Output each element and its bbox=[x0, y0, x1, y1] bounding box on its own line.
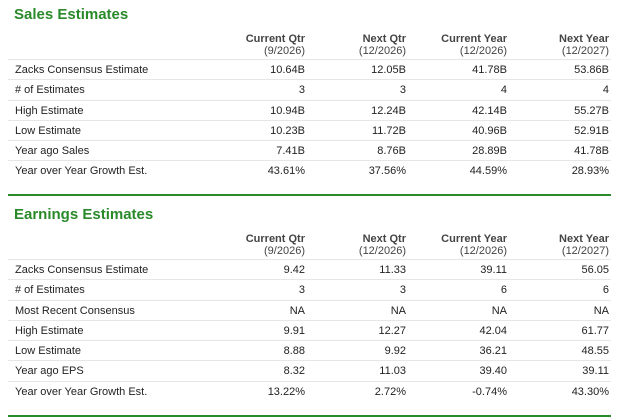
row-label: Zacks Consensus Estimate bbox=[15, 264, 149, 276]
table-row: # of Estimates 3 3 6 6 bbox=[8, 279, 611, 299]
column-header-next-year: Next Year (12/2027) bbox=[559, 33, 609, 57]
table-row: Low Estimate 10.23B 11.72B 40.96B 52.91B bbox=[8, 119, 611, 140]
table-cell: 6 bbox=[602, 284, 609, 297]
table-cell: 7.41B bbox=[276, 145, 305, 158]
column-header-current-year: Current Year (12/2026) bbox=[441, 233, 507, 257]
row-label: Most Recent Consensus bbox=[15, 304, 135, 317]
table-row: High Estimate 10.94B 12.24B 42.14B 55.27B bbox=[8, 99, 611, 120]
table-cell: 3 bbox=[399, 84, 406, 97]
row-label: Year over Year Growth Est. bbox=[15, 385, 148, 398]
section-divider bbox=[8, 415, 611, 417]
table-cell: 6 bbox=[500, 284, 507, 297]
table-row: Zacks Consensus Estimate 9.42 11.33 39.11 56… bbox=[8, 259, 611, 279]
table-cell: 28.89B bbox=[472, 145, 507, 158]
table-cell: 61.77 bbox=[581, 324, 609, 337]
column-header-next-qtr: Next Qtr (12/2026) bbox=[358, 233, 406, 257]
table-row: Year over Year Growth Est. 13.22% 2.72% -0.… bbox=[8, 380, 611, 401]
section-divider bbox=[8, 194, 611, 196]
table-row: Year ago Sales 7.41B 8.76B 28.89B 41.78B bbox=[8, 140, 611, 160]
table-cell: -0.74% bbox=[472, 385, 507, 398]
table-cell: 9.91 bbox=[283, 324, 305, 337]
table-cell: 12.27 bbox=[378, 324, 406, 337]
table-cell: 39.11 bbox=[582, 365, 609, 378]
table-cell: 43.61% bbox=[267, 165, 305, 178]
table-cell: 39.40 bbox=[479, 365, 507, 378]
table-cell: 8.32 bbox=[283, 365, 305, 378]
table-cell: 12.05B bbox=[371, 64, 406, 76]
row-label: Year ago Sales bbox=[15, 145, 90, 158]
table-cell: 41.78B bbox=[472, 64, 507, 76]
table-cell: 42.14B bbox=[472, 104, 507, 117]
table-cell: 9.42 bbox=[283, 264, 305, 276]
earnings-estimates-table: Current Qtr (9/2026) Next Qtr (12/2026) Cu… bbox=[8, 233, 611, 401]
row-label: # of Estimates bbox=[15, 84, 85, 97]
table-cell: 4 bbox=[500, 84, 507, 97]
table-row: Year over Year Growth Est. 43.61% 37.56% 44… bbox=[8, 160, 611, 180]
row-label: Low Estimate bbox=[15, 124, 82, 137]
table-cell: 42.04 bbox=[479, 324, 507, 337]
table-cell: NA bbox=[390, 304, 406, 317]
table-row: Most Recent Consensus NA NA NA NA bbox=[8, 299, 611, 320]
column-header-current-qtr: Current Qtr (9/2026) bbox=[245, 33, 305, 57]
table-cell: 44.59% bbox=[469, 165, 507, 178]
sales-estimates-table: Current Qtr (9/2026) Next Qtr (12/2026) Cu… bbox=[8, 33, 611, 181]
table-cell: 37.56% bbox=[368, 165, 406, 178]
table-cell: 13.22% bbox=[267, 385, 305, 398]
table-cell: 11.72B bbox=[371, 124, 406, 137]
table-cell: 2.72% bbox=[374, 385, 406, 398]
table-cell: 48.55 bbox=[581, 345, 609, 358]
row-label: High Estimate bbox=[15, 104, 84, 117]
earnings-estimates-section: Earnings Estimates Current Qtr (9/2026) N… bbox=[0, 196, 619, 419]
table-cell: 9.92 bbox=[384, 345, 406, 358]
table-cell: 4 bbox=[602, 84, 609, 97]
table-header: Current Qtr (9/2026) Next Qtr (12/2026) Cu… bbox=[8, 233, 611, 259]
table-cell: 53.86B bbox=[574, 64, 609, 76]
row-label: Year over Year Growth Est. bbox=[15, 165, 148, 178]
table-cell: 39.11 bbox=[480, 264, 507, 276]
row-label: Year ago EPS bbox=[15, 365, 84, 378]
row-label: # of Estimates bbox=[15, 284, 85, 297]
sales-estimates-title: Sales Estimates bbox=[14, 6, 129, 23]
column-header-next-year: Next Year (12/2027) bbox=[559, 233, 609, 257]
table-cell: 8.88 bbox=[283, 345, 305, 358]
table-cell: 10.23B bbox=[270, 124, 305, 137]
table-row: # of Estimates 3 3 4 4 bbox=[8, 79, 611, 99]
table-cell: NA bbox=[593, 304, 609, 317]
table-row: Zacks Consensus Estimate 10.64B 12.05B 41.7… bbox=[8, 59, 611, 79]
table-row: Low Estimate 8.88 9.92 36.21 48.55 bbox=[8, 340, 611, 360]
column-header-next-qtr: Next Qtr (12/2026) bbox=[358, 33, 406, 57]
table-header: Current Qtr (9/2026) Next Qtr (12/2026) Cu… bbox=[8, 33, 611, 59]
row-label: High Estimate bbox=[15, 324, 84, 337]
table-cell: 10.64B bbox=[270, 64, 305, 76]
sales-estimates-section: Sales Estimates Current Qtr (9/2026) Next… bbox=[0, 0, 619, 196]
table-cell: 12.24B bbox=[371, 104, 406, 117]
table-cell: NA bbox=[491, 304, 507, 317]
table-cell: 11.03 bbox=[379, 365, 406, 378]
row-label: Low Estimate bbox=[15, 345, 82, 358]
table-cell: 40.96B bbox=[472, 124, 507, 137]
table-cell: 52.91B bbox=[574, 124, 609, 137]
table-cell: 8.76B bbox=[377, 145, 406, 158]
table-cell: 11.33 bbox=[379, 264, 406, 276]
earnings-estimates-title: Earnings Estimates bbox=[14, 206, 154, 223]
table-cell: 56.05 bbox=[581, 264, 609, 276]
table-cell: 28.93% bbox=[571, 165, 609, 178]
table-cell: 43.30% bbox=[571, 385, 609, 398]
table-cell: 55.27B bbox=[574, 104, 609, 117]
column-header-current-qtr: Current Qtr (9/2026) bbox=[245, 233, 305, 257]
column-header-current-year: Current Year (12/2026) bbox=[441, 33, 507, 57]
table-cell: 3 bbox=[298, 84, 305, 97]
table-cell: 3 bbox=[399, 284, 406, 297]
table-cell: 10.94B bbox=[270, 104, 305, 117]
table-row: Year ago EPS 8.32 11.03 39.40 39.11 bbox=[8, 360, 611, 380]
table-cell: 41.78B bbox=[574, 145, 609, 158]
table-cell: 36.21 bbox=[479, 345, 507, 358]
table-cell: NA bbox=[289, 304, 305, 317]
table-row: High Estimate 9.91 12.27 42.04 61.77 bbox=[8, 319, 611, 340]
table-cell: 3 bbox=[298, 284, 305, 297]
row-label: Zacks Consensus Estimate bbox=[15, 64, 149, 76]
